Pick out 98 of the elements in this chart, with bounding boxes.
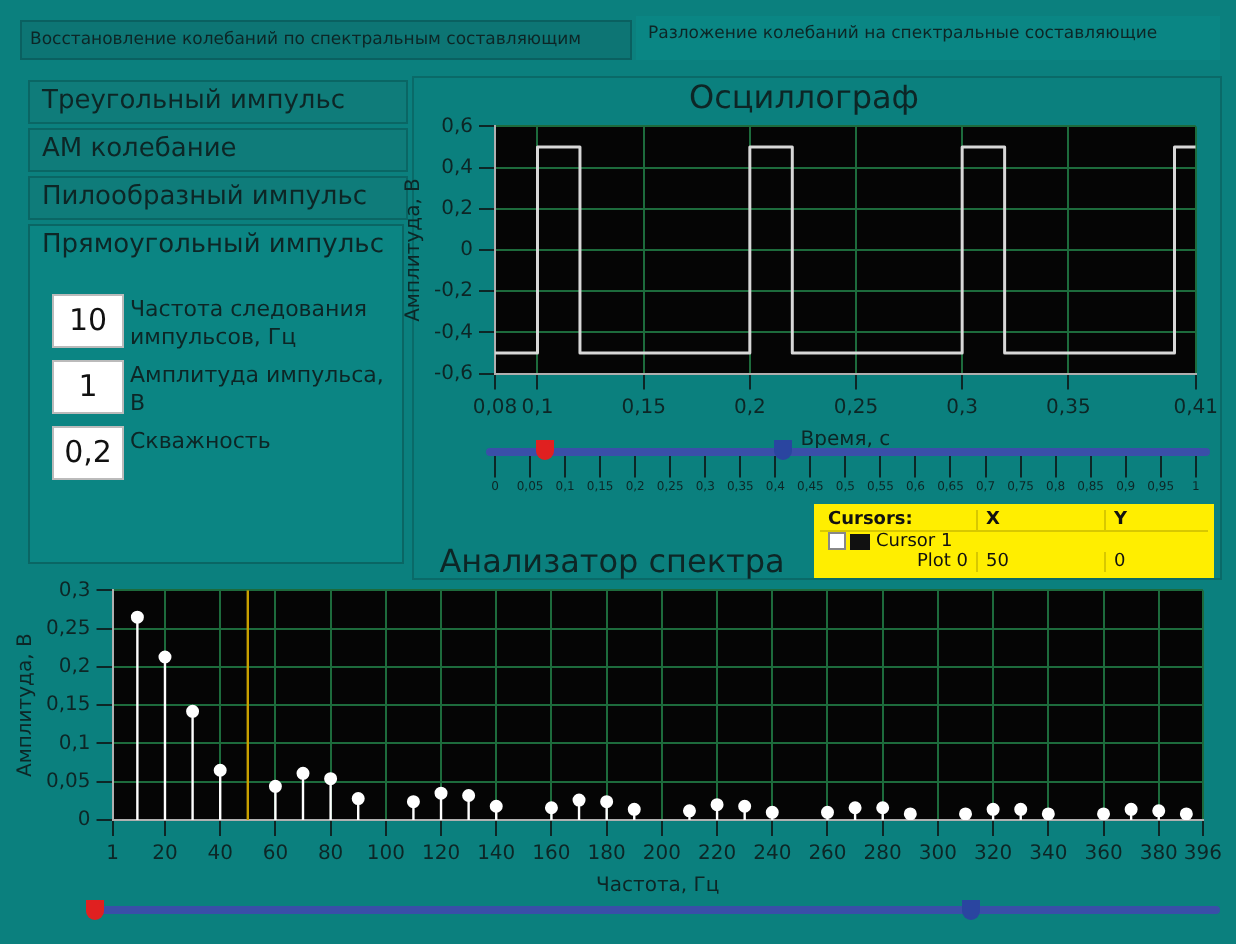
text: X bbox=[977, 507, 1105, 531]
x-tick-label: 60 bbox=[262, 843, 289, 866]
x-tick-label: 300 bbox=[918, 843, 957, 866]
y-tick-label: 0,6 bbox=[441, 115, 474, 138]
point bbox=[296, 766, 310, 780]
x-tick-label: 0,41 bbox=[1173, 396, 1218, 419]
point bbox=[544, 801, 558, 815]
point bbox=[351, 792, 365, 806]
point bbox=[462, 789, 476, 803]
text: Cursors: bbox=[817, 507, 977, 531]
point bbox=[186, 704, 200, 718]
x-tick-label: 0,3 bbox=[946, 396, 979, 419]
text: 0 bbox=[1105, 552, 1211, 575]
y-tick-label: -0,6 bbox=[433, 362, 474, 385]
point bbox=[572, 793, 586, 807]
y-tick-label: 0,15 bbox=[46, 694, 91, 717]
x-tick-label: 0,25 bbox=[833, 396, 879, 419]
y-tick-label: 0,25 bbox=[46, 617, 91, 640]
x-axis-title: Частота, Гц bbox=[596, 875, 720, 898]
x-tick-label: 0,08 bbox=[472, 396, 518, 419]
y-tick-label: 0,05 bbox=[46, 770, 91, 793]
point bbox=[158, 650, 172, 664]
x-tick-label: 80 bbox=[317, 843, 344, 866]
x-tick-label: 0,35 bbox=[1046, 396, 1091, 419]
chart-title: Анализатор спектра bbox=[439, 541, 785, 580]
y-tick-label: 0,1 bbox=[58, 732, 91, 755]
x-tick-label: 240 bbox=[753, 843, 792, 866]
text: Треугольный импульс bbox=[28, 80, 408, 124]
x-tick-label: 360 bbox=[1084, 843, 1123, 866]
x-tick-label: 340 bbox=[1029, 843, 1068, 866]
text: Скважность bbox=[130, 426, 273, 458]
point bbox=[959, 807, 973, 820]
x-axis-title: Время, с bbox=[800, 428, 891, 451]
point bbox=[324, 772, 338, 786]
point bbox=[820, 805, 834, 819]
point bbox=[1097, 807, 1111, 820]
x-tick-label: 1 bbox=[106, 843, 119, 866]
y-tick-label: -0,4 bbox=[433, 321, 474, 344]
point bbox=[986, 802, 1000, 816]
x-tick-label: 120 bbox=[421, 843, 461, 866]
x-tick-label: 396 bbox=[1183, 843, 1223, 866]
point bbox=[213, 763, 227, 777]
point bbox=[434, 786, 448, 800]
point bbox=[600, 795, 614, 809]
text: Частота следования импульсов, Гц bbox=[130, 294, 369, 352]
text: 10 bbox=[52, 294, 124, 348]
y-tick-label: 0,2 bbox=[441, 197, 474, 220]
text: Разложение колебаний на спектральные составляющие bbox=[636, 16, 1220, 60]
x-tick-label: 180 bbox=[587, 843, 626, 866]
point bbox=[1179, 807, 1193, 820]
chart-title: Осциллограф bbox=[689, 77, 919, 116]
x-tick-label: 320 bbox=[974, 843, 1013, 866]
point bbox=[738, 799, 752, 813]
x-tick-label: 140 bbox=[477, 843, 516, 866]
point bbox=[268, 779, 282, 793]
point bbox=[903, 807, 917, 820]
point bbox=[1041, 807, 1055, 820]
text: Пилообразный импульс bbox=[42, 182, 367, 212]
x-tick-label: 160 bbox=[532, 843, 571, 866]
point bbox=[489, 799, 503, 813]
point bbox=[1152, 804, 1166, 818]
y-tick-label: 0 bbox=[77, 809, 91, 832]
point bbox=[765, 805, 779, 819]
x-tick-label: 20 bbox=[152, 843, 178, 866]
x-tick-label: 100 bbox=[366, 843, 405, 866]
x-tick-label: 200 bbox=[642, 843, 681, 866]
x-tick-label: 280 bbox=[863, 843, 902, 866]
x-tick-label: 0,2 bbox=[733, 396, 766, 419]
y-tick-label: 0,4 bbox=[441, 156, 474, 179]
text: Plot 0 bbox=[817, 552, 977, 575]
y-axis-title: Амплитуда, В bbox=[15, 633, 38, 778]
point bbox=[1014, 802, 1028, 816]
y-tick-label: 0,2 bbox=[58, 656, 91, 679]
text: Восстановление колебаний по спектральным составляющим bbox=[20, 20, 632, 60]
y-tick-label: 0 bbox=[460, 239, 474, 262]
x-tick-label: 0,15 bbox=[621, 396, 666, 419]
y-tick-label: 0,3 bbox=[58, 579, 91, 602]
text: АМ колебание bbox=[28, 128, 408, 172]
x-tick-label: 40 bbox=[207, 843, 233, 866]
point bbox=[710, 798, 724, 812]
text: Y bbox=[1105, 507, 1211, 531]
text: Амплитуда импульса, В bbox=[130, 360, 386, 418]
point bbox=[627, 802, 641, 816]
point bbox=[682, 804, 696, 818]
point bbox=[406, 795, 420, 809]
x-tick-label: 0,1 bbox=[521, 396, 554, 419]
point bbox=[130, 610, 144, 624]
text: Прямоугольный импульс bbox=[42, 230, 384, 260]
point bbox=[1124, 802, 1138, 816]
y-axis-title: Амплитуда, В bbox=[403, 177, 426, 322]
x-tick-label: 380 bbox=[1139, 843, 1178, 866]
y-tick-label: -0,2 bbox=[433, 280, 474, 303]
x-tick-label: 260 bbox=[808, 843, 847, 866]
text: 50 bbox=[977, 552, 1105, 575]
text: Cursor 1 bbox=[876, 532, 953, 552]
point bbox=[876, 801, 890, 815]
x-tick-label: 220 bbox=[697, 843, 737, 866]
point bbox=[848, 801, 862, 815]
